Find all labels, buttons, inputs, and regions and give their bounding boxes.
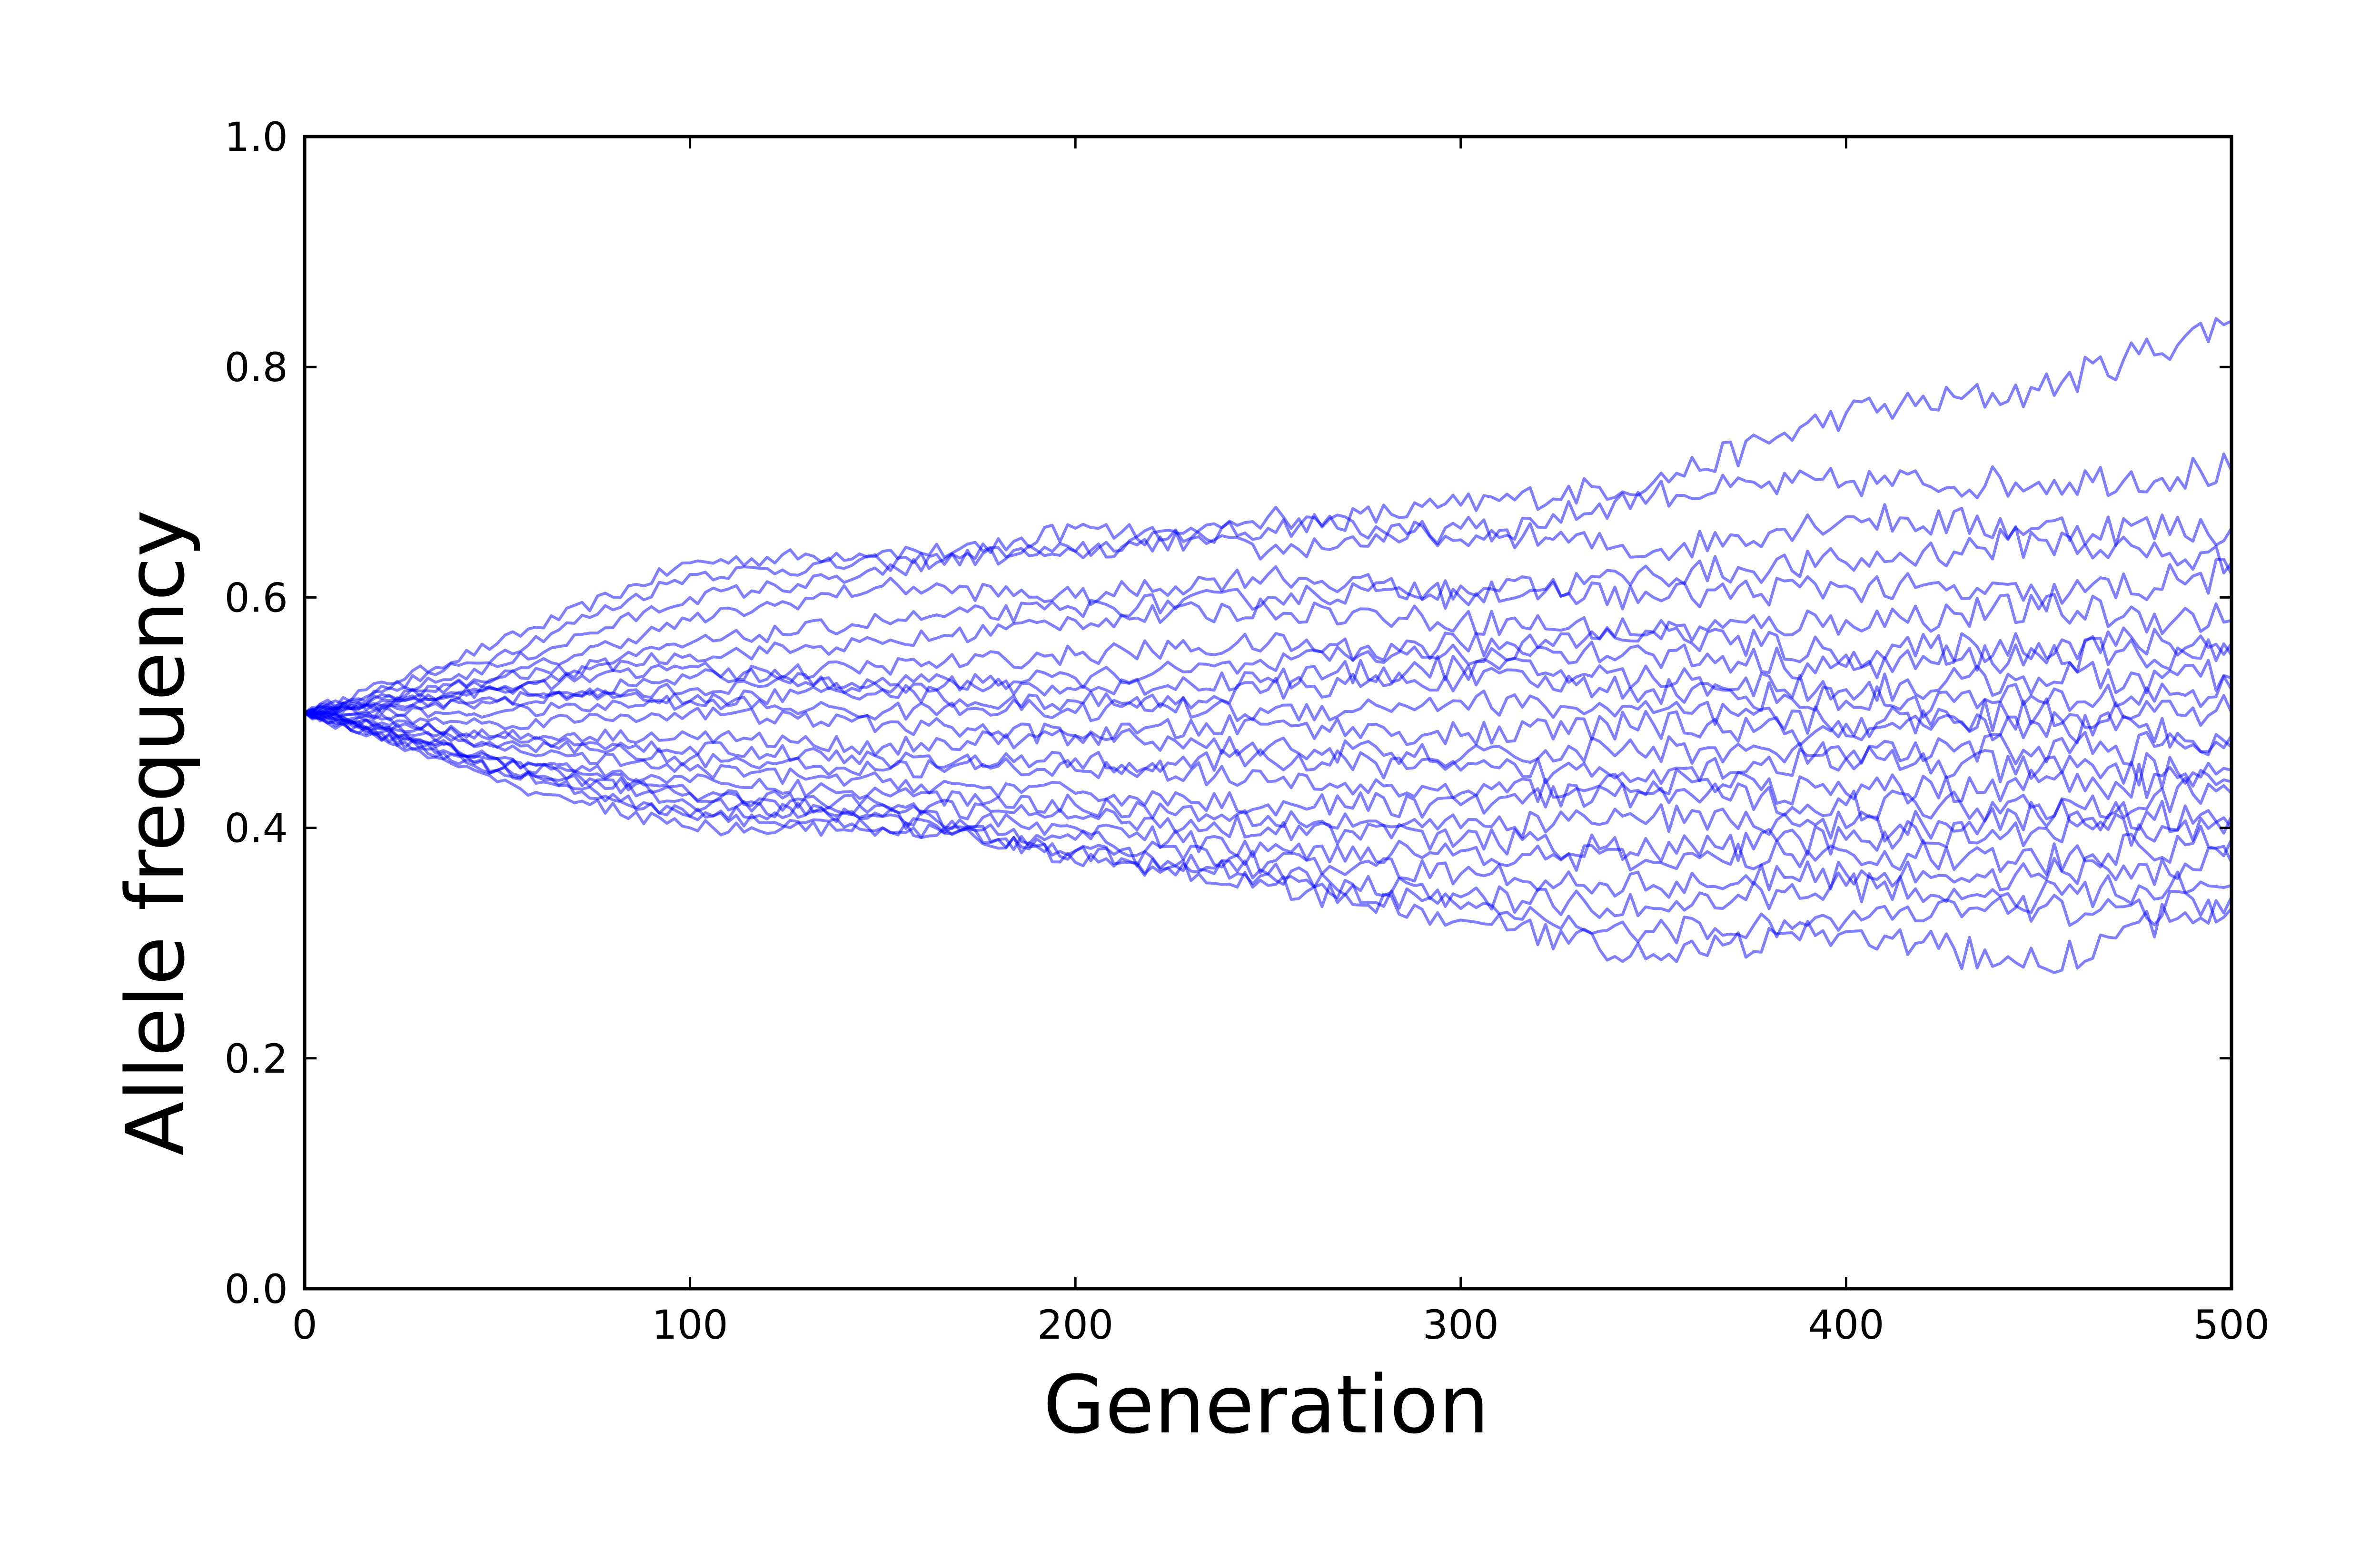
series-line-4 bbox=[303, 525, 2233, 714]
series-line-14 bbox=[303, 710, 2233, 789]
series-line-13 bbox=[303, 710, 2233, 772]
x-tick-label: 0 bbox=[292, 1302, 317, 1348]
series-line-6 bbox=[303, 593, 2233, 714]
series-line-1 bbox=[303, 317, 2233, 715]
series-line-10 bbox=[303, 664, 2233, 722]
series-line-23 bbox=[303, 711, 2233, 974]
series-line-20 bbox=[303, 711, 2233, 899]
x-tick-label: 200 bbox=[1037, 1302, 1113, 1348]
series-line-9 bbox=[303, 654, 2233, 716]
y-tick-label: 0.8 bbox=[224, 344, 288, 391]
series-lines bbox=[303, 317, 2233, 974]
series-line-17 bbox=[303, 711, 2233, 843]
x-axis-label: Generation bbox=[1043, 1358, 1489, 1451]
series-line-15 bbox=[303, 711, 2233, 806]
x-tick-label: 300 bbox=[1423, 1302, 1499, 1348]
series-line-5 bbox=[303, 558, 2233, 717]
y-tick-label: 0.6 bbox=[224, 574, 288, 621]
series-line-7 bbox=[303, 619, 2233, 718]
x-tick-label: 100 bbox=[652, 1302, 728, 1348]
axes: 0 100 200 300 400 500 0.0 0.2 0.4 0.6 0.8 1.0 bbox=[224, 114, 2270, 1348]
y-tick-label: 0.4 bbox=[224, 805, 288, 852]
series-line-19 bbox=[303, 709, 2233, 876]
series-line-12 bbox=[303, 706, 2233, 753]
y-tick-label: 0.2 bbox=[224, 1036, 288, 1082]
series-line-16 bbox=[303, 710, 2233, 823]
y-tick-label: 0.0 bbox=[224, 1266, 288, 1312]
x-tick-label: 400 bbox=[1808, 1302, 1884, 1348]
series-line-22 bbox=[303, 711, 2233, 945]
series-line-8 bbox=[303, 631, 2233, 715]
x-tick-label: 500 bbox=[2193, 1302, 2270, 1348]
plot-frame bbox=[303, 135, 2233, 1291]
y-axis-label: Allele frequency bbox=[109, 510, 202, 1156]
series-line-3 bbox=[303, 503, 2233, 714]
series-line-2 bbox=[303, 452, 2233, 715]
y-tick-label: 1.0 bbox=[224, 114, 288, 160]
